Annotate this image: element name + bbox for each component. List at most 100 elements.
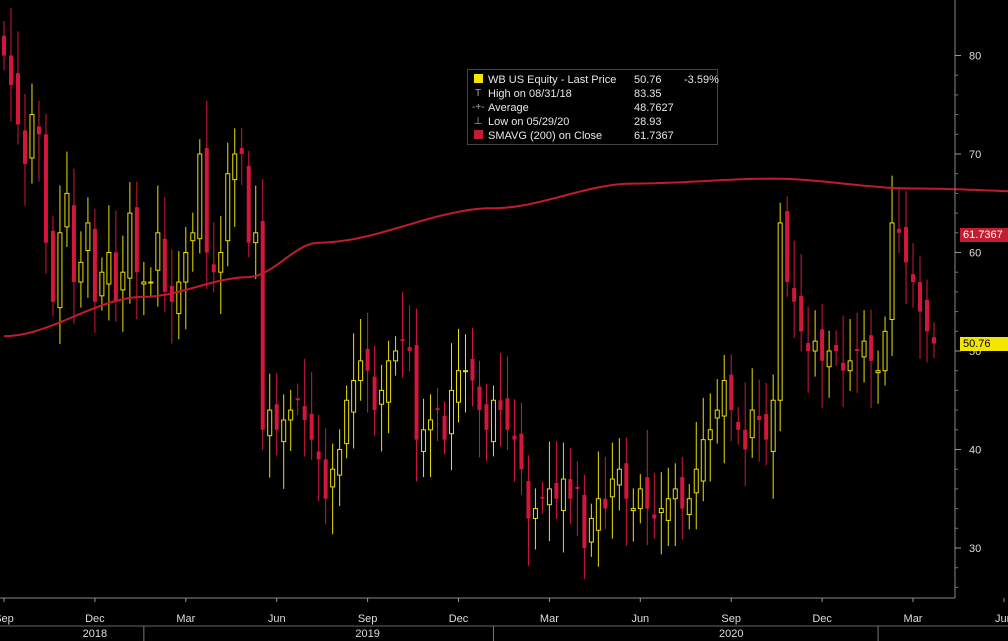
candle: [925, 279, 930, 363]
candle-body: [365, 349, 370, 371]
candle-body: [554, 482, 559, 499]
candle: [609, 442, 615, 539]
candle-body: [463, 370, 469, 373]
candle-body: [757, 416, 762, 420]
x-tick-label: Sep: [721, 613, 741, 625]
candle: [15, 31, 20, 145]
legend-value: 28.93: [634, 116, 662, 128]
candle-body: [197, 153, 203, 240]
candle-body: [85, 222, 91, 252]
candle-body: [106, 252, 112, 285]
year-label: 2019: [355, 628, 379, 640]
candle-body: [560, 478, 566, 512]
average-icon: -+-: [472, 102, 485, 113]
candle-body: [652, 514, 657, 519]
candle: [414, 308, 419, 482]
legend-label: WB US Equity - Last Price: [488, 74, 617, 86]
candle: [575, 461, 580, 537]
candle-body: [309, 414, 314, 440]
candle-body: [148, 281, 154, 284]
candle: [707, 393, 713, 482]
candle-body: [386, 360, 392, 403]
candle-body: [799, 295, 804, 332]
candle: [50, 216, 55, 317]
y-tick-label: 60: [969, 248, 981, 260]
candle: [190, 212, 196, 272]
candle: [875, 350, 881, 404]
candle-body: [64, 192, 70, 228]
candle-body: [225, 173, 231, 242]
candle: [211, 222, 216, 293]
candle: [302, 358, 307, 457]
x-tick-label: Mar: [904, 613, 923, 625]
candle: [29, 83, 35, 184]
candle: [407, 305, 412, 372]
candle-body: [841, 362, 846, 371]
candle-body: [36, 126, 41, 135]
candle: [232, 128, 238, 227]
candle: [721, 354, 727, 464]
candle-body: [211, 264, 216, 273]
candle: [43, 114, 48, 274]
candle-body: [911, 274, 916, 283]
candle-body: [8, 55, 13, 86]
x-tick-label: Mar: [540, 613, 559, 625]
candle-body: [645, 477, 650, 509]
candle-body: [736, 421, 741, 430]
candle: [693, 421, 699, 530]
candle-body: [714, 409, 720, 419]
candle-body: [616, 468, 622, 486]
candle: [637, 474, 643, 524]
low-icon: ⊥: [473, 116, 483, 127]
candle: [847, 318, 853, 391]
candle: [71, 168, 76, 324]
candle-body: [855, 349, 860, 351]
candle: [393, 336, 399, 376]
x-tick-label: Dec: [449, 613, 469, 625]
candle-body: [826, 350, 832, 368]
candle-body: [546, 488, 552, 506]
candle: [148, 267, 154, 297]
candle: [463, 334, 469, 413]
candle: [624, 437, 629, 547]
candle-body: [71, 205, 76, 283]
candle-body: [344, 399, 350, 445]
candle-body: [414, 345, 419, 440]
x-tick-label: Sep: [358, 613, 378, 625]
sma-value-tag: 61.7367: [960, 228, 1008, 243]
candle-body: [99, 271, 105, 297]
candle-body: [847, 360, 853, 372]
candle-body: [134, 207, 139, 273]
candle-body: [190, 232, 196, 242]
candle: [869, 309, 874, 409]
candle: [330, 443, 336, 535]
candle-body: [721, 380, 727, 417]
x-tick-label: Dec: [812, 613, 832, 625]
candle-body: [897, 228, 902, 233]
candle-body: [176, 281, 182, 315]
candle: [630, 488, 636, 542]
candle: [812, 310, 818, 377]
y-tick-label: 40: [969, 445, 981, 457]
candle: [652, 472, 657, 539]
y-tick-label: 30: [969, 543, 981, 555]
x-axis: Sep Dec Mar Jun Sep Dec Mar Jun Sep Dec Mar Jun 2018…: [0, 597, 1008, 641]
candle-body: [595, 498, 601, 531]
candle-body: [29, 114, 35, 159]
candle: [904, 190, 909, 305]
candle: [421, 398, 427, 478]
candle: [64, 151, 70, 248]
candle-body: [316, 451, 321, 460]
legend-change: -3.59%: [684, 74, 719, 86]
candle: [8, 8, 13, 122]
candle: [323, 428, 328, 525]
candle-body: [428, 419, 434, 431]
candle-body: [267, 409, 273, 437]
candle-body: [637, 488, 643, 510]
candle: [757, 379, 762, 462]
legend-value: 83.35: [634, 88, 662, 100]
candle-body: [92, 228, 97, 302]
candle: [379, 364, 385, 452]
candle: [595, 451, 601, 567]
candle: [36, 100, 41, 182]
